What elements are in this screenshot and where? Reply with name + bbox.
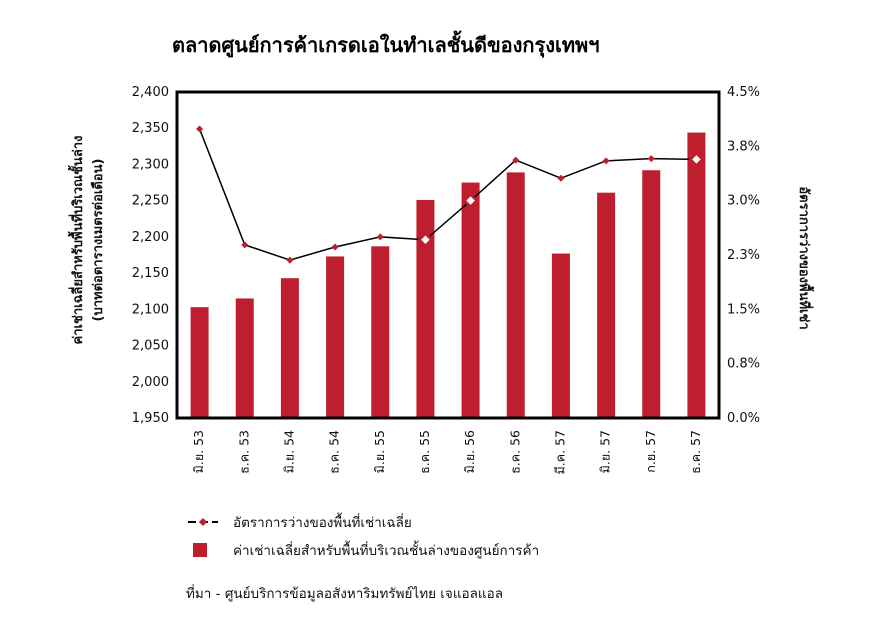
line-series — [196, 125, 705, 264]
plot-frame — [175, 90, 721, 420]
bar — [551, 253, 570, 418]
data-point — [688, 151, 705, 168]
bar — [597, 192, 616, 418]
legend-label-vacancy: อัตราการว่างของพื้นที่เช่าเฉลี่ย — [233, 512, 412, 531]
left-tick-label: 2,150 — [132, 266, 169, 281]
right-axis-ticks: 4.5% 3.8% 3.0% 2.3% 1.5% 0.8% 0.0% — [727, 85, 760, 426]
data-point — [462, 192, 479, 209]
bar — [687, 132, 706, 418]
x-axis-ticks: มิ.ย. 53 ธ.ค. 53 มิ.ย. 54 ธ.ค. 54 มิ.ย. 55 ธ.… — [191, 430, 703, 474]
legend-item-vacancy: อัตราการว่างของพื้นที่เช่าเฉลี่ย — [188, 512, 412, 531]
legend-label-rent: ค่าเช่าเฉลี่ยสำหรับพื้นที่บริเวณชั้นล่าง… — [233, 540, 539, 559]
left-tick-label: 2,300 — [132, 157, 169, 172]
bar — [642, 170, 661, 418]
data-point — [196, 125, 204, 133]
vacancy-line — [198, 128, 697, 261]
x-tick-label: ธ.ค. 54 — [327, 430, 342, 474]
data-point — [241, 241, 249, 249]
right-tick-label: 4.5% — [727, 85, 760, 100]
data-point — [557, 174, 565, 182]
x-tick-label: ธ.ค. 53 — [236, 430, 251, 474]
left-tick-label: 2,250 — [132, 194, 169, 209]
left-tick-label: 2,050 — [132, 339, 169, 354]
left-axis-sublabel: (บาทต่อตารางเมตรต่อเดือน) — [90, 159, 106, 322]
x-tick-label: มิ.ย. 53 — [191, 430, 206, 473]
left-tick-label: 2,000 — [132, 375, 169, 390]
bar-series — [190, 132, 706, 418]
right-tick-label: 2.3% — [727, 248, 760, 263]
right-tick-label: 0.0% — [727, 411, 760, 426]
x-tick-label: มิ.ย. 54 — [281, 430, 296, 473]
right-tick-label: 1.5% — [727, 302, 760, 317]
left-axis-ticks: 2,400 2,350 2,300 2,250 2,200 2,150 2,100 2,050… — [132, 85, 169, 426]
x-tick-label: ก.ย. 57 — [643, 430, 658, 473]
legend-item-rent: ค่าเช่าเฉลี่ยสำหรับพื้นที่บริเวณชั้นล่าง… — [193, 540, 539, 559]
bar — [416, 199, 435, 418]
x-tick-label: มี.ค. 57 — [552, 430, 567, 474]
right-axis-label: อัตราการว่างของพื้นที่เช่า — [796, 186, 815, 329]
left-axis-label-group: ค่าเช่าเฉลี่ยสำหรับพื้นที่บริเวณชั้นล่าง… — [67, 136, 106, 345]
right-tick-label: 3.0% — [727, 194, 760, 209]
left-tick-label: 1,950 — [132, 411, 169, 426]
left-axis-label: ค่าเช่าเฉลี่ยสำหรับพื้นที่บริเวณชั้นล่าง — [67, 136, 86, 345]
bar — [326, 256, 345, 418]
data-point — [647, 155, 655, 163]
x-tick-label: มิ.ย. 56 — [462, 430, 477, 473]
bar — [461, 182, 480, 418]
right-tick-label: 0.8% — [727, 357, 760, 372]
x-tick-label: ธ.ค. 56 — [507, 430, 522, 474]
data-point — [417, 232, 434, 248]
chart-title: ตลาดศูนย์การค้าเกรดเอในทำเลชั้นดีของกรุง… — [172, 30, 599, 59]
data-point — [376, 233, 384, 241]
data-point — [286, 256, 294, 264]
left-tick-label: 2,200 — [132, 230, 169, 245]
legend-bar-swatch — [193, 543, 207, 557]
left-tick-label: 2,100 — [132, 302, 169, 317]
data-point — [512, 156, 520, 164]
data-point — [602, 157, 610, 165]
data-point — [331, 243, 339, 251]
x-tick-label: ธ.ค. 55 — [417, 430, 432, 474]
right-tick-label: 3.8% — [727, 139, 760, 154]
left-tick-label: 2,400 — [132, 85, 169, 100]
legend-diamond-marker — [199, 518, 207, 526]
bar — [371, 246, 390, 418]
x-tick-label: มิ.ย. 55 — [372, 430, 387, 473]
bar — [235, 298, 254, 418]
bar — [506, 172, 525, 418]
bar — [280, 278, 299, 418]
legend: อัตราการว่างของพื้นที่เช่าเฉลี่ย ค่าเช่า… — [188, 512, 539, 559]
x-tick-label: ธ.ค. 57 — [688, 430, 703, 474]
left-tick-label: 2,350 — [132, 121, 169, 136]
source-note: ที่มา - ศูนย์บริการข้อมูลอสังหาริมทรัพย์… — [186, 584, 503, 602]
bar — [190, 307, 209, 418]
x-tick-label: มิ.ย. 57 — [598, 430, 613, 473]
